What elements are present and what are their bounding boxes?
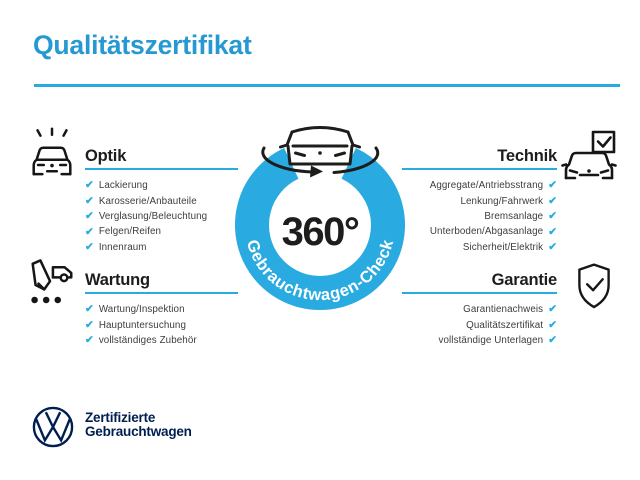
item-label: vollständiges Zubehör [98, 334, 197, 346]
vw-logo [32, 406, 74, 453]
item-label: Bremsanlage [484, 210, 544, 222]
item-label: Felgen/Reifen [98, 226, 162, 238]
item-label: Garantienachweis [463, 304, 544, 316]
footer-claim: Zertifizierte Gebrauchtwagen [85, 411, 192, 439]
footer-claim-line1: Zertifizierte [85, 410, 156, 425]
check-icon: ✔ [85, 210, 94, 223]
footer-claim-line2: Gebrauchtwagen [85, 424, 192, 439]
check-icon: ✔ [85, 194, 94, 207]
item-label: Lenkung/Fahrwerk [460, 195, 544, 207]
section-underline [85, 292, 238, 294]
check-icon: ✔ [548, 334, 557, 347]
item-row: ✔ vollständiges Zubehör [85, 333, 240, 348]
rotating-car-icon [261, 126, 380, 178]
check-icon: ✔ [85, 303, 94, 316]
item-label: Verglasung/Beleuchtung [98, 210, 208, 222]
section-underline [85, 168, 238, 170]
item-label: Innenraum [98, 241, 147, 253]
item-row: ✔ Karosserie/Anbauteile [85, 193, 240, 208]
section-items: ✔ Lackierung ✔ Karosserie/Anbauteile ✔ Vergla… [85, 178, 240, 255]
section-heading: Garantie [491, 271, 558, 289]
360-check-badge: Gebrauchtwagen-Check 360° [228, 112, 416, 312]
check-icon: ✔ [548, 318, 557, 331]
item-row: ✔ Wartung/Inspektion [85, 302, 240, 317]
badge-ring [235, 148, 405, 311]
section-heading: Wartung [85, 271, 150, 289]
item-row: ✔ Hauptuntersuchung [85, 317, 240, 332]
item-label: Karosserie/Anbauteile [98, 195, 197, 207]
check-icon: ✔ [548, 210, 557, 223]
item-row: Garantienachweis ✔ [402, 302, 557, 317]
item-label: Sicherheit/Elektrik [462, 241, 544, 253]
item-row: vollständige Unterlagen ✔ [402, 333, 557, 348]
section-heading: Optik [85, 147, 127, 165]
check-icon: ✔ [548, 241, 557, 253]
item-row: ✔ Innenraum [85, 240, 240, 255]
item-row: Unterboden/Abgasanlage ✔ [402, 224, 557, 239]
section-underline [402, 292, 557, 294]
check-icon: ✔ [85, 318, 94, 331]
item-row: ✔ Lackierung [85, 178, 240, 193]
item-label: Unterboden/Abgasanlage [429, 226, 544, 238]
car-checkbox-icon [560, 130, 618, 185]
page-title: Qualitätszertifikat [33, 30, 252, 60]
item-label: vollständige Unterlagen [438, 334, 544, 346]
section-underline [402, 168, 557, 170]
section-items: Aggregate/Antriebsstrang ✔ Lenkung/Fahrwer… [402, 178, 557, 255]
item-label: Aggregate/Antriebsstrang [429, 180, 544, 192]
sparkling-car-icon [26, 127, 78, 184]
badge-360-label: 360° [282, 210, 359, 254]
check-icon: ✔ [548, 303, 557, 316]
item-label: Lackierung [98, 180, 148, 192]
item-row: ✔ Verglasung/Beleuchtung [85, 209, 240, 224]
inspection-pencil-car-icon [24, 257, 78, 320]
item-label: Qualitätszertifikat [466, 319, 544, 331]
check-icon: ✔ [85, 241, 94, 253]
item-row: ✔ Felgen/Reifen [85, 224, 240, 239]
shield-check-icon [573, 262, 615, 317]
item-row: Qualitätszertifikat ✔ [402, 317, 557, 332]
section-heading: Technik [497, 147, 557, 165]
item-row: Lenkung/Fahrwerk ✔ [402, 193, 557, 208]
check-icon: ✔ [85, 334, 94, 347]
item-label: Wartung/Inspektion [98, 304, 185, 316]
item-row: Sicherheit/Elektrik ✔ [402, 240, 557, 255]
item-row: Bremsanlage ✔ [402, 209, 557, 224]
section-items: Garantienachweis ✔ Qualitätszertifikat ✔ vol… [402, 302, 557, 348]
check-icon: ✔ [85, 225, 94, 238]
item-row: Aggregate/Antriebsstrang ✔ [402, 178, 557, 193]
check-icon: ✔ [548, 194, 557, 207]
check-icon: ✔ [85, 179, 94, 192]
item-label: Hauptuntersuchung [98, 319, 187, 331]
section-items: ✔ Wartung/Inspektion ✔ Hauptuntersuchung ✔ vo… [85, 302, 240, 348]
header-rule [34, 84, 620, 87]
check-icon: ✔ [548, 225, 557, 238]
check-icon: ✔ [548, 179, 557, 192]
